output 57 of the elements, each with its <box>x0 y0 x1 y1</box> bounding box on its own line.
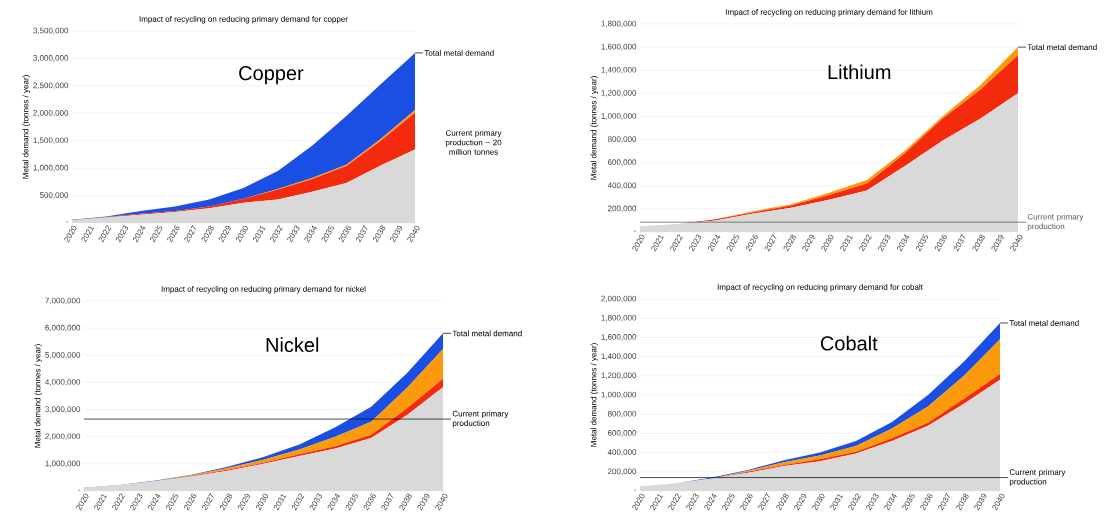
y-tick-label: 600,000 <box>607 159 637 166</box>
y-tick-label: 2,000,000 <box>601 295 637 303</box>
chart-title: Impact of recycling on reducing primary demand for copper <box>139 16 348 24</box>
y-tick-label: 1,400,000 <box>601 66 637 74</box>
y-tick-label: 1,000,000 <box>601 391 637 399</box>
y-tick-label: 400,000 <box>607 182 637 190</box>
y-tick-label: 800,000 <box>607 410 637 418</box>
y-tick-label: 2,000,000 <box>45 433 81 441</box>
text: Total metal demand <box>452 330 522 337</box>
y-tick-label: 1,500,000 <box>33 137 69 145</box>
y-tick-label: 400,000 <box>607 449 637 456</box>
text: Copper <box>239 66 304 85</box>
y-tick-label: 4,000,000 <box>45 379 81 386</box>
y-tick-label: 600,000 <box>607 430 637 437</box>
y-tick-label: 1,000,000 <box>601 113 637 120</box>
chart-title: Impact of recycling on reducing primary demand for nickel <box>161 286 366 294</box>
text: Total metal demand <box>1027 44 1097 51</box>
y-tick-label: 500,000 <box>39 192 69 199</box>
text: Nickel <box>266 337 319 353</box>
y-tick-label: 3,000,000 <box>45 406 81 413</box>
y-tick-label: 3,000,000 <box>33 55 69 62</box>
ref-line-label: Current primary production <box>452 410 509 428</box>
y-axis-title: Metal demand (tonnes / year) <box>590 76 599 180</box>
y-tick-label: 1,000,000 <box>45 460 81 468</box>
chart-title: Impact of recycling on reducing primary demand for lithium <box>725 9 933 17</box>
ref-line-label: Current primary production <box>1009 469 1066 487</box>
text: Lithium <box>828 64 891 80</box>
y-tick-label: 1,000,000 <box>33 164 69 172</box>
y-axis-title: Metal demand (tonnes / year) <box>34 344 43 448</box>
y-tick-label: - <box>634 230 637 232</box>
y-tick-label: 200,000 <box>607 205 637 213</box>
text: Cobalt <box>820 335 878 351</box>
y-tick-label: 1,800,000 <box>601 314 637 322</box>
text: Total metal demand <box>1009 320 1079 326</box>
y-tick-label: 3,500,000 <box>33 27 69 35</box>
chart-title: Impact of recycling on reducing primary demand for cobalt <box>717 284 923 292</box>
y-tick-label: 7,000,000 <box>45 297 81 305</box>
y-tick-label: - <box>634 489 637 491</box>
ref-line-label: Current primary production <box>1027 213 1084 231</box>
y-tick-label: 1,600,000 <box>601 334 637 341</box>
y-axis-title: Metal demand (tonnes / year) <box>22 75 31 179</box>
text: Current primary production ~ 20 million tonnes <box>445 129 502 155</box>
y-tick-label: - <box>66 221 69 223</box>
y-tick-label: 2,000,000 <box>33 109 69 117</box>
y-tick-label: 5,000,000 <box>45 351 81 359</box>
y-tick-label: 2,500,000 <box>33 82 69 90</box>
y-tick-label: 1,400,000 <box>601 353 637 360</box>
y-tick-label: 1,200,000 <box>601 372 637 380</box>
y-tick-label: 6,000,000 <box>45 324 81 332</box>
text: Total metal demand <box>424 49 494 56</box>
y-tick-label: 200,000 <box>607 468 637 476</box>
y-tick-label: 1,200,000 <box>601 90 637 97</box>
y-axis-title: Metal demand (tonnes / year) <box>590 343 599 447</box>
y-tick-label: 1,800,000 <box>601 20 637 28</box>
y-tick-label: - <box>78 489 81 491</box>
y-tick-label: 1,600,000 <box>601 43 637 51</box>
y-tick-label: 800,000 <box>607 136 637 143</box>
